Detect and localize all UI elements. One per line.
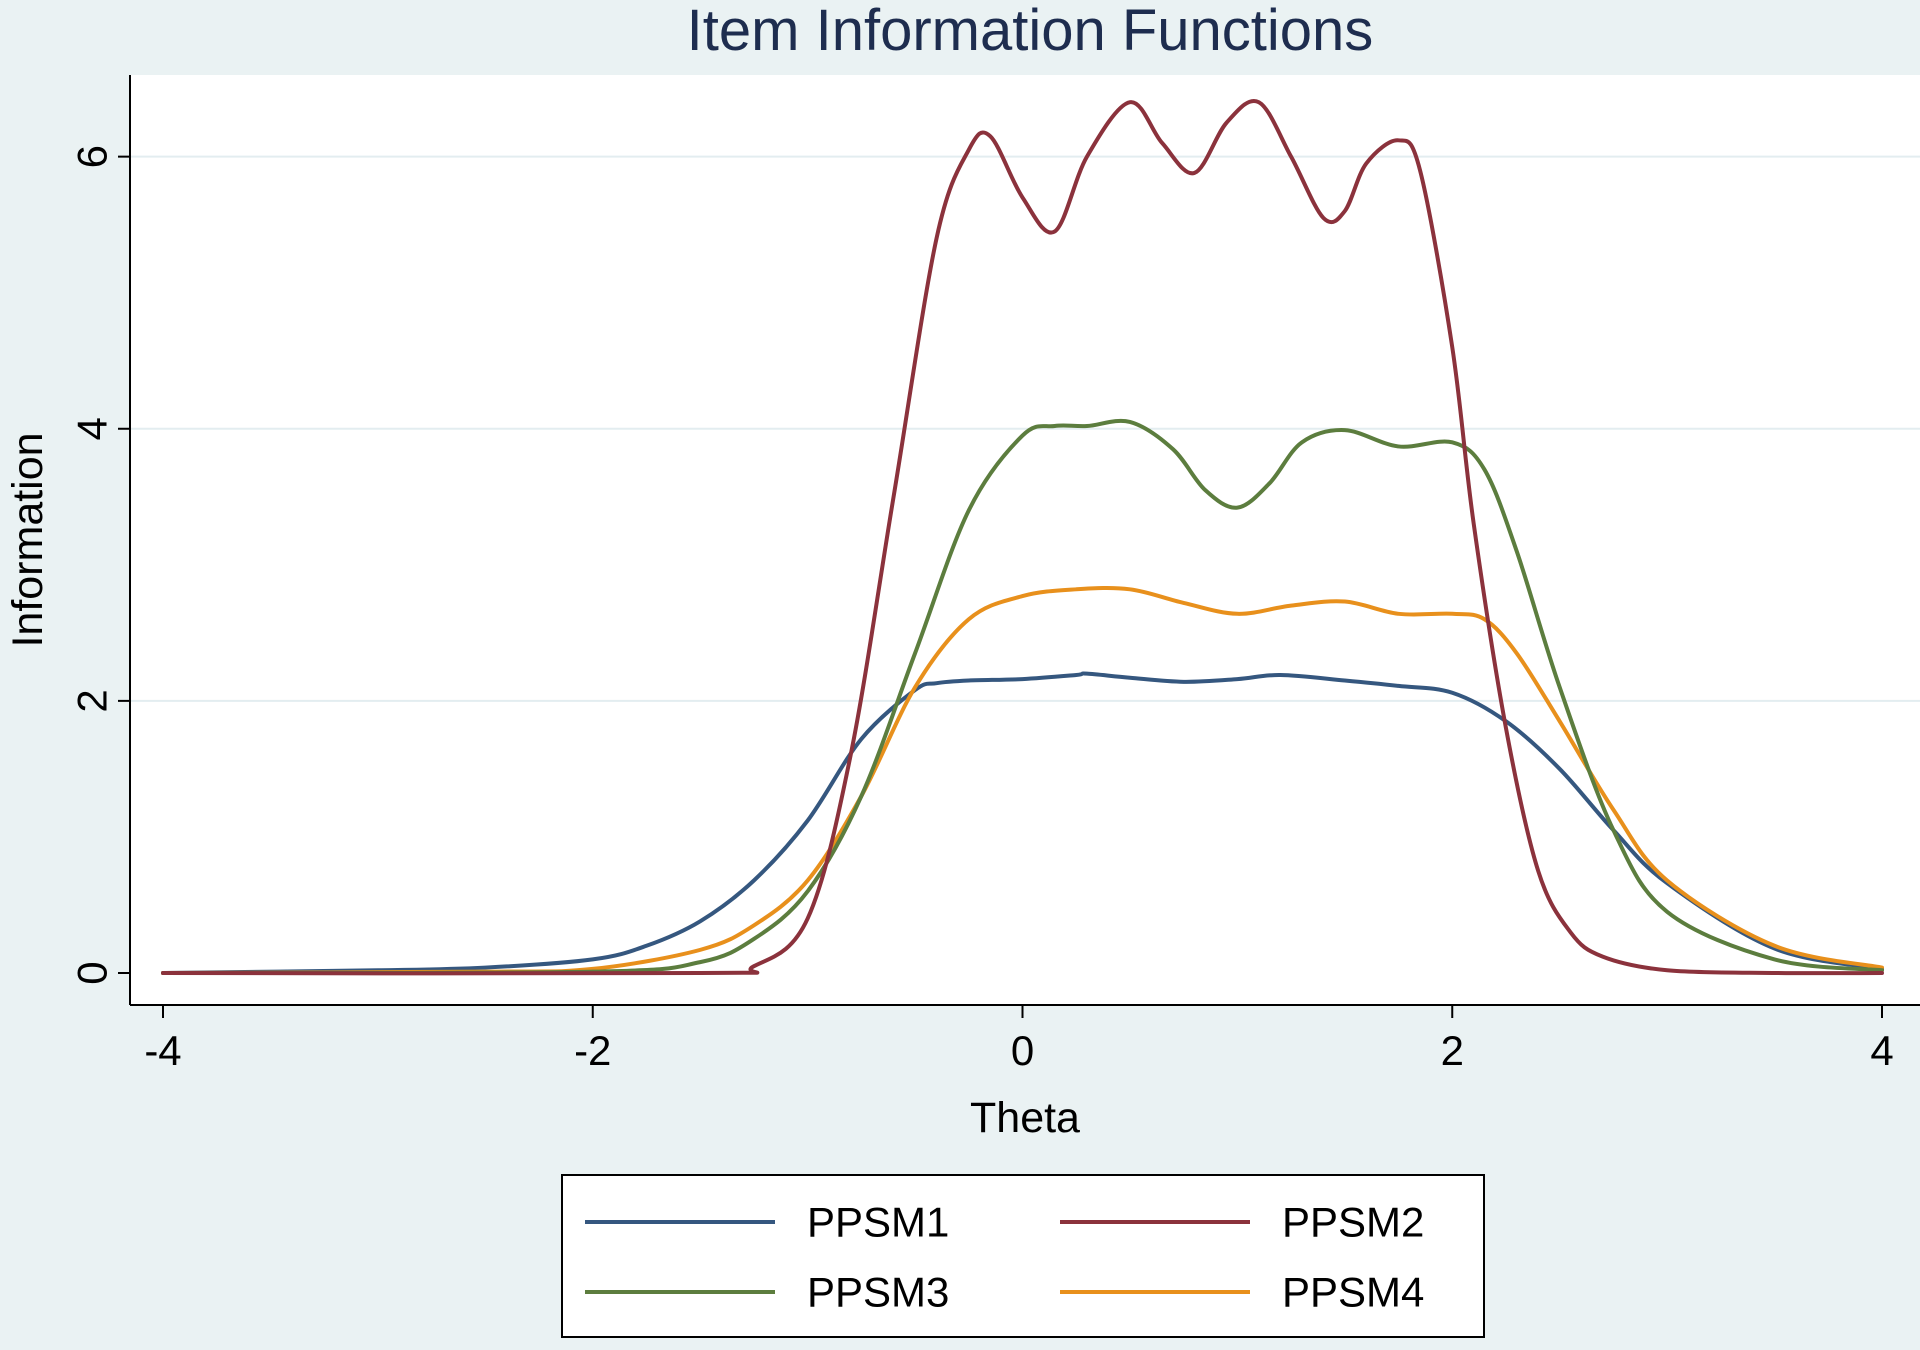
legend: PPSM1 PPSM2 PPSM3 PPSM4 xyxy=(561,1174,1485,1338)
legend-label-ppsm2: PPSM2 xyxy=(1282,1199,1424,1246)
y-tick-label-3: 6 xyxy=(69,145,116,168)
series-line-ppsm3 xyxy=(161,418,1884,975)
x-axis-label: Theta xyxy=(970,1094,1080,1142)
y-tick-label-0: 0 xyxy=(69,961,116,984)
legend-label-ppsm4: PPSM4 xyxy=(1282,1269,1424,1316)
legend-label-ppsm1: PPSM1 xyxy=(807,1199,949,1246)
y-tick-label-1: 2 xyxy=(69,689,116,712)
x-tick-label-4: 4 xyxy=(1870,1027,1893,1074)
series-line-ppsm4 xyxy=(161,586,1884,975)
x-tick-label-2: 0 xyxy=(1011,1027,1034,1074)
y-axis-label: Information xyxy=(4,432,52,647)
x-tick-label-1: -2 xyxy=(574,1027,611,1074)
series-line-ppsm2 xyxy=(161,98,1884,976)
grid-layer xyxy=(130,155,1920,702)
y-ticks: 0 2 4 6 xyxy=(69,145,130,985)
legend-label-ppsm3: PPSM3 xyxy=(807,1269,949,1316)
chart-title: Item Information Functions xyxy=(687,0,1374,63)
x-tick-label-0: -4 xyxy=(144,1027,181,1074)
x-ticks: -4 -2 0 2 4 xyxy=(144,1005,1894,1074)
axes-layer xyxy=(129,75,1920,1006)
x-tick-label-3: 2 xyxy=(1441,1027,1464,1074)
legend-box xyxy=(561,1174,1485,1338)
series-line-ppsm1 xyxy=(161,671,1884,975)
series-layer xyxy=(161,98,1884,976)
y-tick-label-2: 4 xyxy=(69,417,116,440)
